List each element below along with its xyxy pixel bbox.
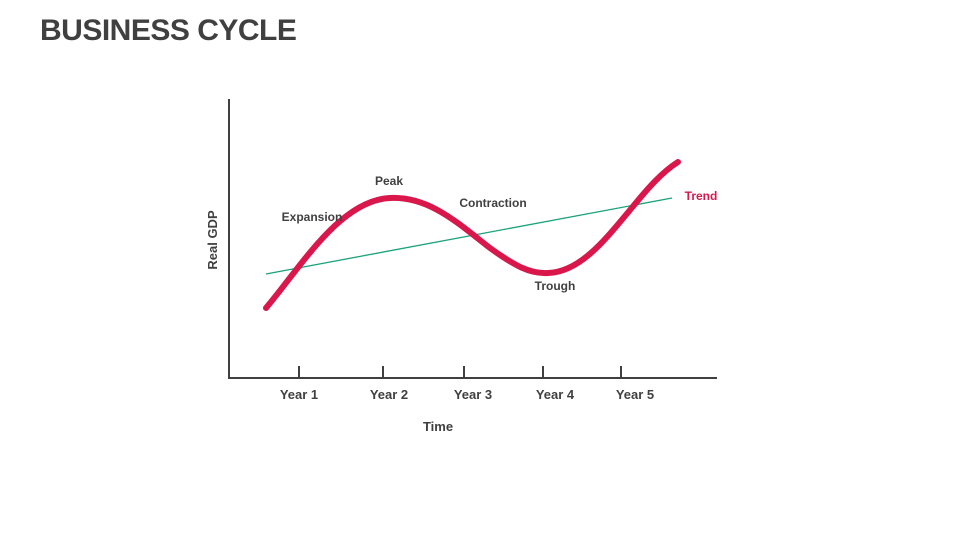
x-tick-label: Year 5 [616, 387, 654, 402]
page-title: BUSINESS CYCLE [40, 14, 297, 47]
y-axis-label: Real GDP [205, 210, 220, 270]
x-tick-label: Year 2 [370, 387, 408, 402]
x-tick-label: Year 3 [454, 387, 492, 402]
phase-label-contraction: Contraction [459, 196, 526, 210]
trend-line [265, 197, 673, 275]
x-axis-label: Time [423, 419, 453, 434]
business-cycle-curve [263, 159, 681, 311]
trend-label: Trend [685, 189, 718, 203]
phase-label-peak: Peak [375, 174, 403, 188]
phase-label-trough: Trough [535, 279, 576, 293]
phase-label-expansion: Expansion [282, 210, 343, 224]
x-tick-label: Year 4 [536, 387, 575, 402]
x-tick-label: Year 1 [280, 387, 318, 402]
